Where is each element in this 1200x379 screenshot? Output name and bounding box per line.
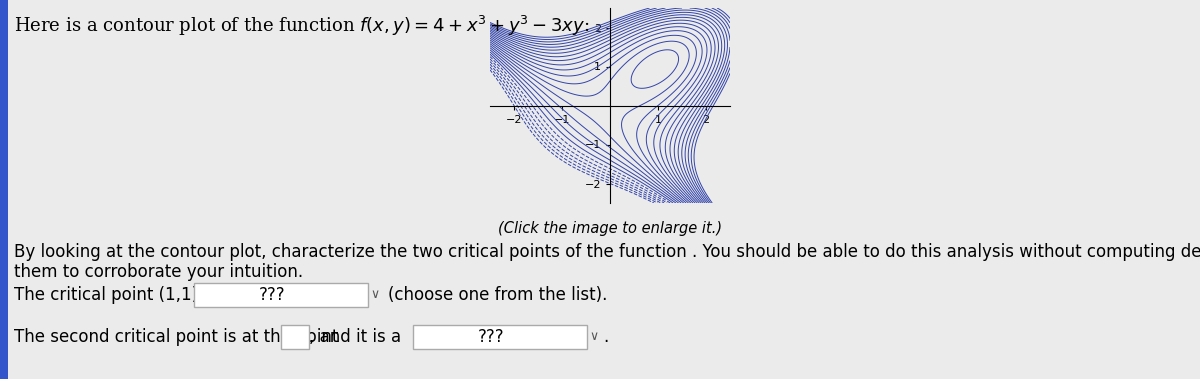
Text: , and it is a: , and it is a: [310, 328, 401, 346]
Text: ???: ???: [259, 286, 286, 304]
Text: The critical point (1,1) is a: The critical point (1,1) is a: [14, 286, 232, 304]
Text: ∨: ∨: [589, 330, 598, 343]
FancyBboxPatch shape: [281, 325, 310, 349]
Text: Here is a contour plot of the function $f(x, y) = 4 + x^3 + y^3 - 3xy$:: Here is a contour plot of the function $…: [14, 14, 589, 38]
FancyBboxPatch shape: [413, 325, 588, 349]
Text: .: .: [602, 328, 608, 346]
FancyBboxPatch shape: [193, 283, 368, 307]
Text: By looking at the contour plot, characterize the two critical points of the func: By looking at the contour plot, characte…: [14, 243, 1200, 261]
Bar: [0, 0, 8, 379]
Text: (choose one from the list).: (choose one from the list).: [388, 286, 607, 304]
Text: (Click the image to enlarge it.): (Click the image to enlarge it.): [498, 221, 722, 236]
Text: ∨: ∨: [370, 288, 379, 302]
Text: them to corroborate your intuition.: them to corroborate your intuition.: [14, 263, 304, 281]
Text: ???: ???: [478, 328, 505, 346]
Text: The second critical point is at the point: The second critical point is at the poin…: [14, 328, 338, 346]
